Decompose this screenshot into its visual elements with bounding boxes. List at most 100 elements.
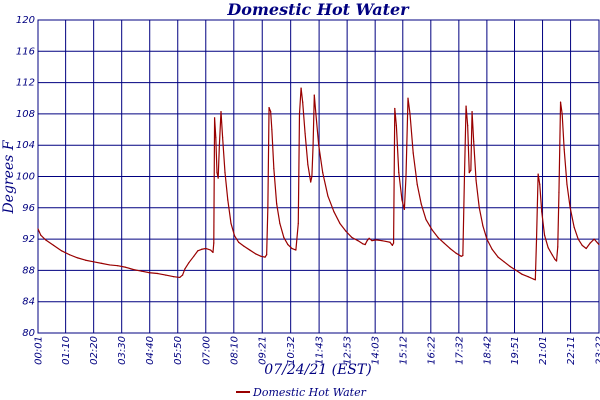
data-point (467, 125, 469, 127)
data-point (77, 257, 79, 259)
data-point (298, 113, 301, 115)
data-point (371, 240, 373, 242)
data-point (165, 274, 167, 276)
data-point (304, 132, 306, 135)
data-point (527, 276, 529, 278)
y-axis-title: Degrees F (1, 139, 17, 214)
data-point (585, 247, 587, 250)
data-point (313, 94, 315, 96)
y-tick-label: 104 (16, 140, 35, 151)
data-point (318, 144, 320, 146)
y-tick-label: 96 (22, 203, 35, 214)
data-point (238, 241, 240, 243)
data-point (270, 110, 272, 113)
data-point (307, 164, 309, 166)
x-tick-label: 15:12 (398, 336, 409, 365)
data-point (473, 140, 475, 142)
data-point (412, 152, 414, 154)
data-point (409, 113, 411, 115)
data-point (333, 211, 335, 213)
data-point (471, 110, 473, 113)
data-point (53, 244, 55, 246)
data-point (218, 144, 220, 146)
data-point (482, 225, 484, 227)
data-point (392, 242, 395, 244)
data-point (375, 239, 377, 241)
data-point (407, 97, 409, 99)
data-point (93, 261, 95, 263)
data-point (463, 175, 466, 178)
data-point (465, 105, 467, 107)
data-point (561, 113, 563, 115)
data-point (420, 203, 422, 205)
data-point (212, 251, 214, 253)
data-point (345, 230, 347, 232)
x-tick-label: 09:21 (258, 336, 269, 365)
data-point (109, 264, 111, 266)
data-point (205, 247, 207, 250)
data-point (391, 244, 393, 246)
data-point (598, 243, 600, 246)
data-point (266, 254, 268, 256)
data-point (405, 175, 407, 178)
data-point (503, 261, 505, 263)
data-point (468, 171, 470, 174)
data-point (220, 110, 222, 113)
x-tick-label: 00:01 (34, 336, 45, 365)
data-point (276, 203, 278, 205)
x-tick-label: 10:32 (286, 336, 297, 365)
data-point (201, 248, 203, 250)
x-tick-label: 16:22 (426, 336, 437, 365)
y-tick-label: 120 (16, 15, 35, 26)
data-point (475, 179, 477, 182)
data-point (101, 262, 103, 264)
data-point (291, 247, 293, 250)
data-point (357, 240, 359, 242)
data-point (40, 234, 42, 236)
data-point (234, 235, 236, 237)
data-point (157, 272, 159, 275)
data-point (295, 249, 297, 251)
data-point (322, 171, 324, 174)
data-point (213, 242, 215, 244)
x-tick-label: 04:40 (145, 336, 156, 365)
data-point (557, 246, 559, 248)
data-point (535, 238, 538, 240)
data-point (366, 240, 368, 242)
data-point (213, 117, 216, 119)
x-tick-label: 18:42 (482, 336, 493, 365)
data-point (539, 183, 541, 185)
data-point (61, 250, 63, 252)
y-tick-label: 92 (22, 234, 35, 245)
data-point (554, 258, 556, 261)
data-point (566, 183, 568, 185)
data-point (45, 239, 47, 241)
data-point (478, 207, 480, 209)
data-point (569, 207, 571, 209)
data-point (327, 195, 329, 197)
x-tick-label: 22:11 (566, 336, 577, 365)
data-point (125, 266, 127, 268)
data-point (188, 261, 190, 264)
data-point (455, 252, 457, 254)
data-point (209, 249, 212, 251)
data-point (173, 276, 175, 278)
x-tick-label: 19:51 (510, 336, 521, 365)
data-point (425, 218, 427, 221)
data-point (300, 87, 302, 89)
data-point (255, 253, 257, 255)
data-point (181, 274, 184, 276)
data-point (395, 125, 397, 127)
data-point (537, 173, 539, 175)
legend-label: Domestic Hot Water (252, 386, 367, 399)
data-point (283, 236, 285, 239)
data-point (558, 191, 560, 193)
x-tick-label: 05:50 (173, 336, 184, 365)
data-point (593, 238, 595, 240)
data-point (362, 243, 364, 245)
data-point (521, 273, 523, 275)
data-point (224, 171, 226, 174)
data-point (385, 240, 387, 243)
x-tick-label: 07:00 (201, 336, 212, 365)
y-axis-ticks: 80 84 88 92 96 100 104 108 112 116 120 (16, 15, 35, 339)
